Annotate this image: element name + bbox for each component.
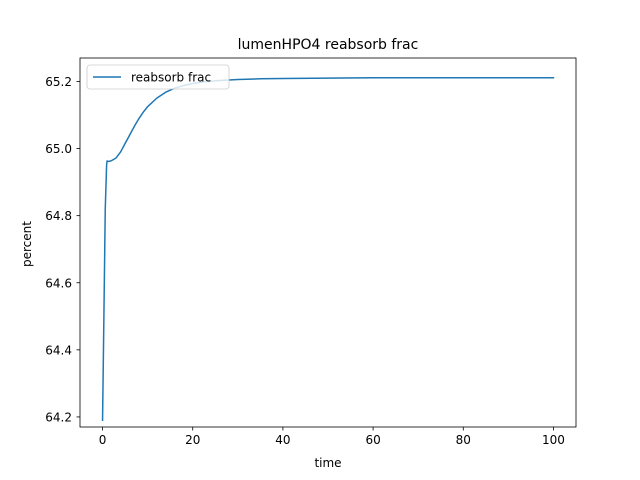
series-line-0 [101, 77, 555, 422]
y-tick-label: 64.2 [45, 410, 72, 424]
y-tick-label: 64.8 [45, 209, 72, 223]
y-tick-label: 64.6 [45, 276, 72, 290]
y-tick-label: 65.0 [45, 142, 72, 156]
x-axis-label: time [314, 456, 341, 470]
legend-box [86, 64, 230, 90]
x-tick-label: 60 [365, 433, 380, 447]
x-tick-label: 100 [542, 433, 565, 447]
axes-frame [79, 57, 577, 428]
chart-title: lumenHPO4 reabsorb frac [238, 37, 419, 53]
x-tick-label: 40 [275, 433, 290, 447]
x-tick-label: 20 [185, 433, 200, 447]
x-tick-label: 0 [99, 433, 107, 447]
y-axis-label: percent [20, 221, 34, 267]
legend-label: reabsorb frac [131, 71, 211, 85]
x-tick-label: 80 [456, 433, 471, 447]
y-tick-label: 64.4 [45, 343, 72, 357]
y-tick-label: 65.2 [45, 75, 72, 89]
plot-area: 0 20 40 60 80 100 64.2 64.4 64.6 64.8 65.0 65.2 reab… [45, 57, 577, 447]
